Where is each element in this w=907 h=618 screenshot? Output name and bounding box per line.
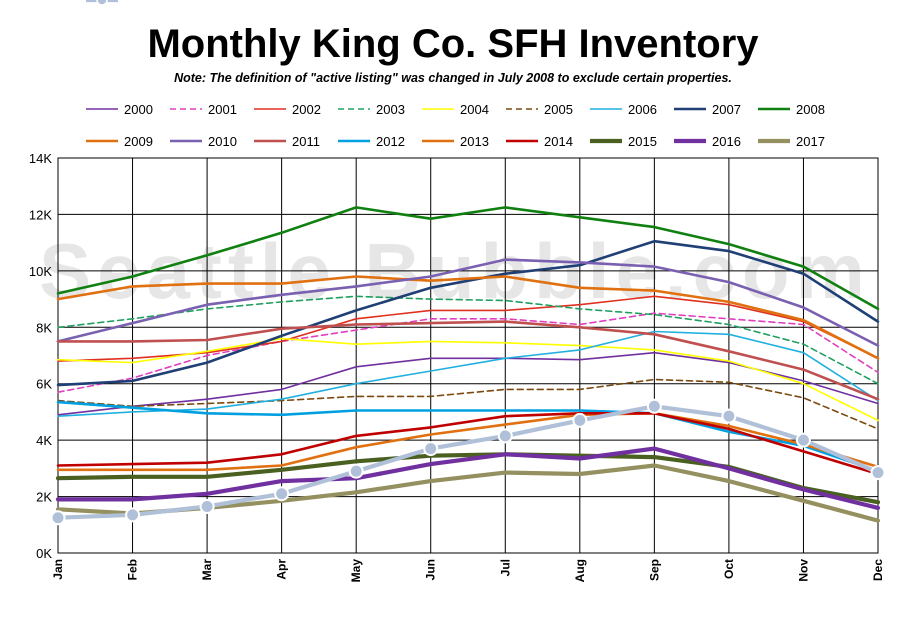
x-axis: Jan Feb Mar Apr May Jun Jul Aug Sep Oct Nov Dec [51, 559, 885, 583]
legend: 2000 2001 2002 2003 2004 2005 2006 2007 2008 2009… [86, 0, 825, 149]
point-2018-Jun [423, 441, 439, 457]
legend-item-2004: 2004 [422, 102, 489, 117]
series-line-2018 [55, 404, 881, 520]
legend-item-2018: 2018 [86, 0, 153, 6]
legend-item-2000: 2000 [86, 102, 153, 117]
x-tick-label: May [349, 559, 363, 583]
legend-label: 2017 [796, 134, 825, 149]
point-2018-Oct [721, 408, 737, 424]
legend-label: 2009 [124, 134, 153, 149]
y-tick-label: 8K [36, 320, 52, 335]
legend-item-2011: 2011 [254, 134, 320, 149]
y-axis: 0K 2K 4K 6K 8K 10K 12K 14K [29, 151, 52, 561]
point-2018-May [348, 463, 364, 479]
series-line-2010 [56, 258, 880, 347]
legend-item-2017: 2017 [758, 134, 825, 149]
legend-label: 2010 [208, 134, 237, 149]
plot-frame [57, 157, 879, 554]
series-line-2009 [56, 275, 880, 360]
x-tick-label: Jan [51, 559, 65, 580]
legend-label: 2015 [628, 134, 657, 149]
x-tick-label: Nov [796, 559, 810, 582]
legend-item-2010: 2010 [170, 134, 237, 149]
series-line-2013 [56, 411, 880, 472]
legend-item-2002: 2002 [254, 102, 321, 117]
series-line-2005 [57, 378, 879, 430]
legend-label: 2000 [124, 102, 153, 117]
point-2018-Jul [497, 428, 513, 444]
legend-label: 2004 [460, 102, 489, 117]
legend-label: 2002 [292, 102, 321, 117]
legend-label: 2014 [544, 134, 573, 149]
legend-label: 2016 [712, 134, 741, 149]
y-tick-label: 12K [29, 207, 52, 222]
series-line-2007 [56, 239, 880, 387]
legend-item-2013: 2013 [422, 134, 489, 149]
x-tick-label: Aug [573, 559, 587, 582]
series-line-2008 [56, 206, 880, 311]
x-tick-label: Apr [275, 559, 289, 580]
series-line-2006 [57, 330, 879, 418]
x-tick-label: Dec [871, 559, 885, 581]
legend-item-2005: 2005 [506, 102, 573, 117]
legend-item-2003: 2003 [338, 102, 405, 117]
x-tick-label: Jun [424, 559, 438, 580]
legend-label: 2011 [292, 134, 320, 149]
legend-label: 2005 [544, 102, 573, 117]
series-line-2004 [57, 337, 879, 422]
series-line-2014 [56, 411, 880, 476]
x-tick-label: Mar [200, 559, 214, 581]
series-line-2012 [56, 400, 880, 473]
point-2018-Dec [870, 465, 886, 481]
point-2018-Feb [125, 507, 141, 523]
legend-item-2016: 2016 [674, 134, 741, 149]
legend-item-2006: 2006 [590, 102, 657, 117]
point-2018-Sep [646, 398, 662, 414]
series-line-2016 [55, 446, 881, 510]
legend-item-2009: 2009 [86, 134, 153, 149]
point-2018-Apr [274, 486, 290, 502]
legend-label: 2018 [124, 0, 153, 3]
plot-border [57, 157, 879, 554]
legend-label: 2012 [376, 134, 405, 149]
legend-marker [96, 0, 108, 6]
y-tick-label: 10K [29, 264, 52, 279]
legend-item-2007: 2007 [674, 102, 741, 117]
point-2018-Jan [50, 510, 66, 526]
legend-item-2015: 2015 [590, 134, 657, 149]
legend-label: 2008 [796, 102, 825, 117]
chart-note: Note: The definition of "active listing"… [174, 71, 732, 85]
point-2018-Aug [572, 412, 588, 428]
legend-label: 2003 [376, 102, 405, 117]
y-tick-label: 4K [36, 433, 52, 448]
legend-label: 2013 [460, 134, 489, 149]
series-line-2003 [57, 295, 879, 385]
x-tick-label: Oct [722, 559, 736, 579]
y-tick-label: 6K [36, 377, 52, 392]
series-line-2001 [57, 312, 879, 394]
legend-label: 2007 [712, 102, 741, 117]
legend-label: 2001 [208, 102, 237, 117]
x-tick-label: Feb [126, 559, 140, 580]
legend-label: 2006 [628, 102, 657, 117]
legend-item-2014: 2014 [506, 134, 573, 149]
x-tick-label: Sep [647, 559, 661, 581]
x-tick-label: Jul [498, 559, 512, 576]
y-tick-label: 2K [36, 490, 52, 505]
legend-item-2001: 2001 [170, 102, 237, 117]
point-2018-Nov [795, 432, 811, 448]
legend-item-2008: 2008 [758, 102, 825, 117]
y-tick-label: 14K [29, 151, 52, 166]
legend-item-2012: 2012 [338, 134, 405, 149]
series-layer [50, 206, 886, 526]
series-line-2011 [56, 320, 880, 401]
y-tick-label: 0K [36, 546, 52, 561]
chart-title: Monthly King Co. SFH Inventory [147, 22, 759, 66]
point-2018-Mar [199, 498, 215, 514]
